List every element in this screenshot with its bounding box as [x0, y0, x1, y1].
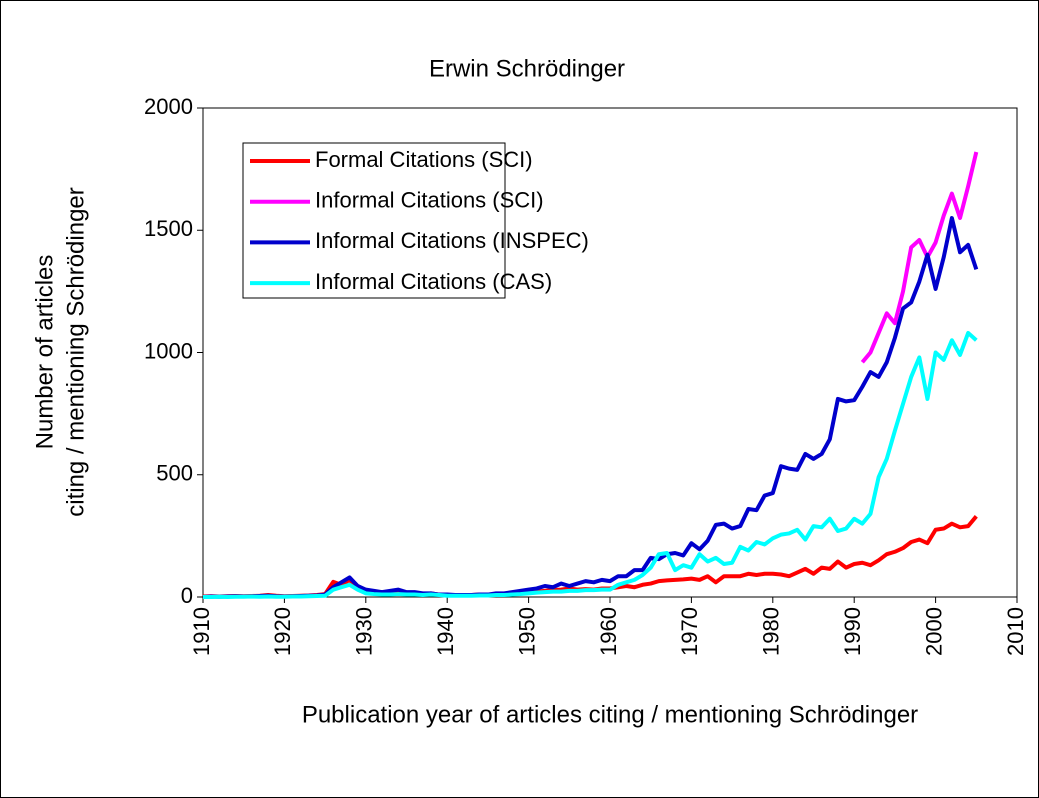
- x-tick-label: 2010: [1003, 607, 1028, 656]
- series-line: [203, 330, 978, 599]
- legend-label: Formal Citations (SCI): [315, 147, 533, 172]
- x-tick-label: 1940: [433, 607, 458, 656]
- legend-label: Informal Citations (SCI): [315, 188, 544, 213]
- x-tick-label: 1930: [352, 607, 377, 656]
- legend-label: Informal Citations (CAS): [315, 269, 552, 294]
- y-tick-label: 1000: [144, 338, 193, 363]
- x-tick-label: 1980: [759, 607, 784, 656]
- x-axis-label: Publication year of articles citing / me…: [302, 701, 918, 728]
- y-tick-label: 0: [181, 583, 193, 608]
- series-line: [860, 151, 979, 364]
- y-tick-label: 500: [156, 461, 193, 486]
- y-tick-label: 2000: [144, 94, 193, 119]
- x-tick-label: 1960: [596, 607, 621, 656]
- legend-label: Informal Citations (INSPEC): [315, 228, 589, 253]
- chart-title: Erwin Schrödinger: [429, 55, 625, 82]
- y-tick-label: 1500: [144, 216, 193, 241]
- x-tick-label: 1910: [189, 607, 214, 656]
- x-tick-label: 1950: [514, 607, 539, 656]
- y-axis-label: Number of articles: [31, 255, 58, 450]
- x-tick-label: 1990: [840, 607, 865, 656]
- y-axis-label: citing / mentioning Schrödinger: [62, 187, 89, 517]
- legend: [242, 142, 506, 299]
- x-tick-label: 1920: [270, 607, 295, 656]
- x-tick-label: 2000: [921, 607, 946, 656]
- x-tick-label: 1970: [677, 607, 702, 656]
